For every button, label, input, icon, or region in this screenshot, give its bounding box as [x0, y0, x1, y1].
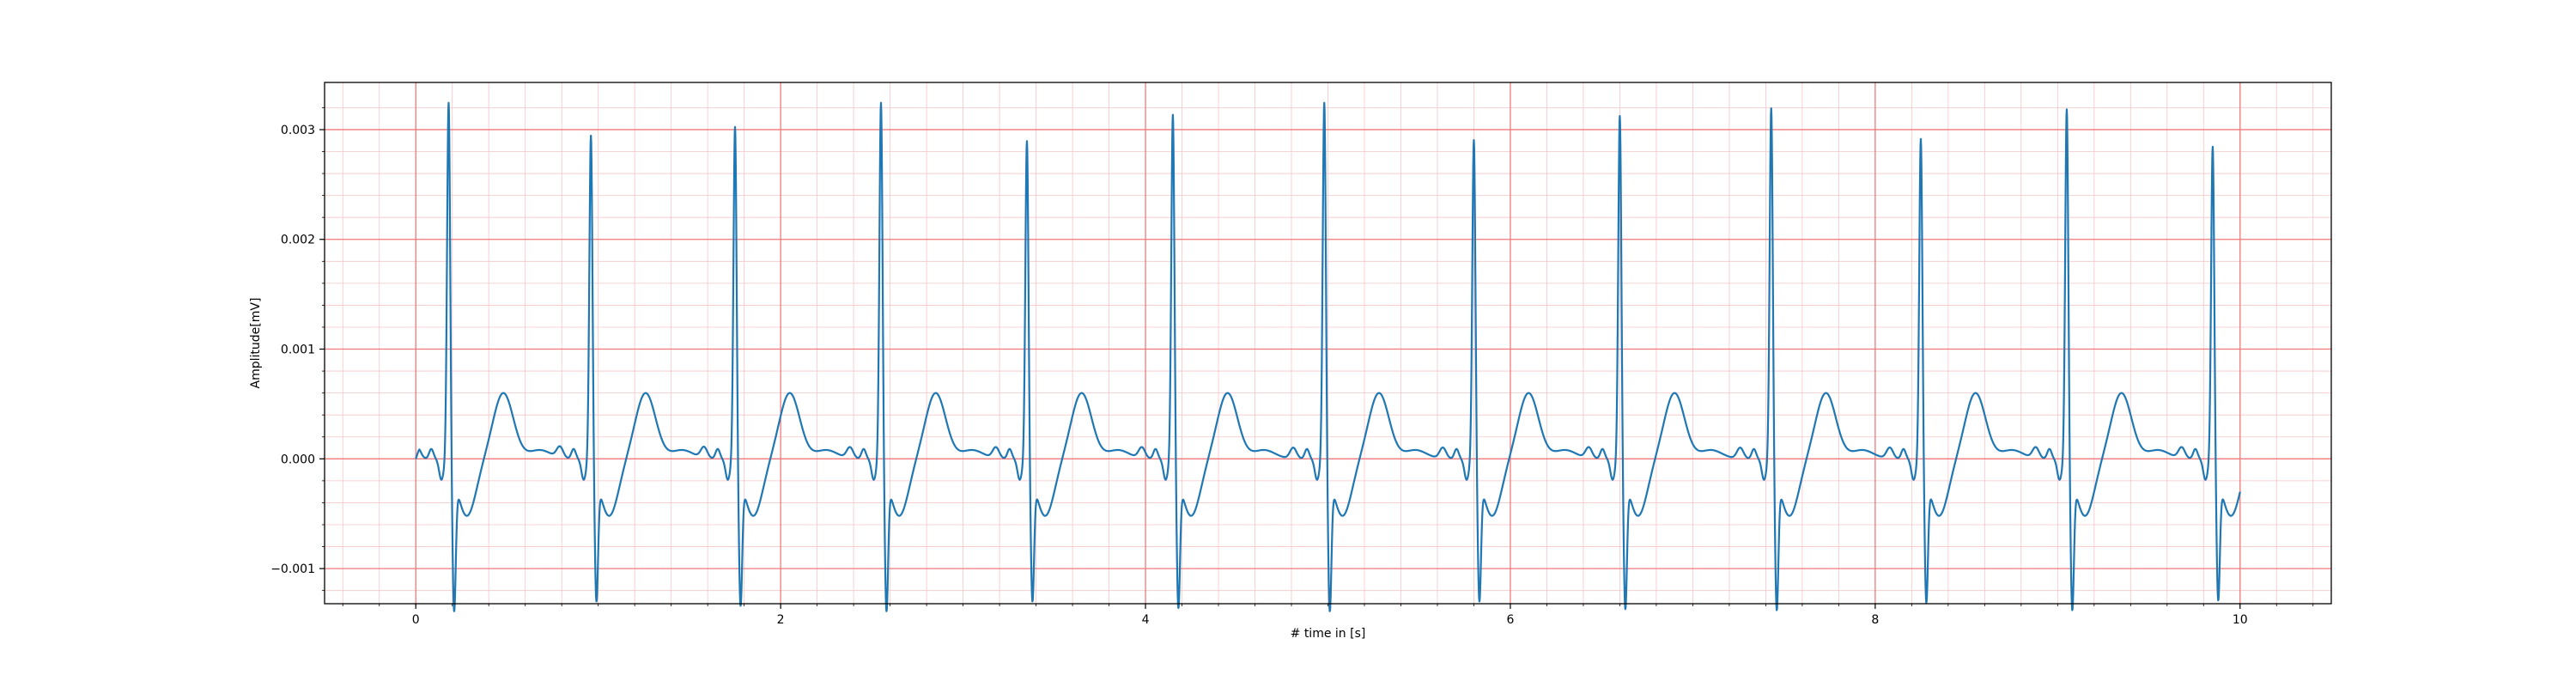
axis-ticks: 0 2 4 6 8 10 −0.001 0.000 0.001 0.002 0.003	[270, 106, 2314, 627]
x-axis-label: # time in [s]	[1291, 627, 1366, 641]
y-tick-label: 0.000	[281, 453, 315, 466]
x-tick-label: 4	[1142, 613, 1150, 627]
x-tick-label: 2	[777, 613, 785, 627]
ecg-series-line	[415, 101, 2241, 612]
y-tick-label: 0.003	[281, 124, 315, 137]
y-tick-label: −0.001	[270, 562, 315, 576]
x-tick-label: 10	[2233, 613, 2248, 627]
y-tick-label: 0.001	[281, 344, 315, 357]
y-tick-label: 0.002	[281, 234, 315, 247]
x-tick-label: 6	[1506, 613, 1514, 627]
x-tick-label: 0	[412, 613, 420, 627]
major-grid	[325, 82, 2331, 604]
y-axis-label: Amplitude[mV]	[249, 298, 263, 389]
x-tick-label: 8	[1871, 613, 1879, 627]
